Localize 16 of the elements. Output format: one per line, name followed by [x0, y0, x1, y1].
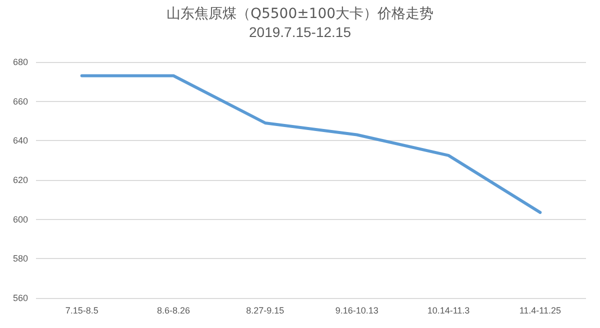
x-tick-label: 8.27-9.15	[246, 306, 284, 316]
y-tick-label: 620	[12, 175, 28, 185]
y-tick-label: 560	[12, 293, 28, 303]
y-tick-label: 600	[12, 214, 28, 224]
chart-subtitle: 2019.7.15-12.15	[249, 24, 352, 40]
chart-title: 山东焦原煤（Q5500±100大卡）价格走势	[166, 6, 434, 22]
y-tick-label: 640	[12, 136, 28, 146]
line-series	[80, 74, 542, 214]
x-tick-label: 7.15-8.5	[65, 306, 98, 316]
y-tick-label: 660	[12, 96, 28, 106]
y-tick-label: 580	[12, 254, 28, 264]
x-tick-label: 11.4-11.25	[519, 306, 562, 316]
y-tick-label: 680	[12, 57, 28, 67]
x-tick-label: 9.16-10.13	[335, 306, 378, 316]
x-tick-label: 10.14-11.3	[427, 306, 470, 316]
x-tick-label: 8.6-8.26	[156, 306, 190, 316]
